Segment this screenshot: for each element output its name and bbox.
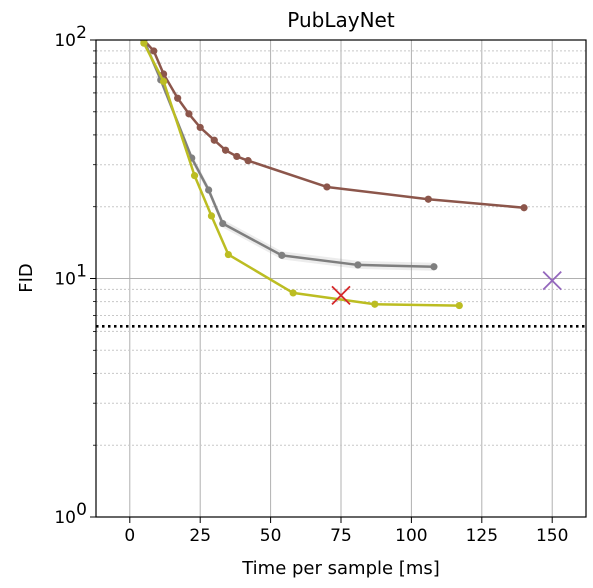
plot-data bbox=[96, 40, 586, 328]
y-tick-label-exponent: 1 bbox=[76, 262, 87, 282]
series-point bbox=[424, 195, 432, 203]
series-point bbox=[150, 47, 158, 55]
y-tick-label-base: 10 bbox=[54, 270, 76, 290]
series-point bbox=[174, 94, 182, 102]
y-tick-label: 10 bbox=[54, 508, 76, 528]
series-point bbox=[207, 212, 216, 220]
y-tick-label-exponent: 0 bbox=[76, 500, 87, 520]
series-point bbox=[210, 136, 218, 144]
series-point bbox=[455, 301, 463, 310]
x-marker-stroke bbox=[331, 285, 351, 305]
series-point bbox=[520, 204, 528, 212]
grid bbox=[96, 39, 586, 518]
x-tick-label: 100 bbox=[395, 526, 427, 546]
x-tick-label: 25 bbox=[189, 526, 211, 546]
series-point bbox=[354, 261, 362, 269]
x-tick-label: 125 bbox=[466, 526, 498, 546]
x-marker-stroke bbox=[542, 270, 562, 291]
series-point bbox=[233, 152, 241, 161]
series-point bbox=[219, 219, 227, 228]
x-marker bbox=[542, 270, 562, 291]
series-point bbox=[323, 183, 331, 191]
series-point bbox=[196, 123, 204, 132]
y-tick-label: 10 bbox=[54, 31, 76, 51]
series-point bbox=[244, 157, 252, 165]
series-point bbox=[140, 40, 148, 47]
series-point bbox=[371, 300, 379, 308]
y-tick-label: 10 bbox=[54, 270, 76, 290]
series-line bbox=[142, 40, 434, 269]
series-line bbox=[142, 40, 525, 209]
series-point bbox=[289, 289, 297, 297]
series-point bbox=[205, 186, 213, 194]
y-tick-label-base: 10 bbox=[54, 508, 76, 528]
chart-title: PubLayNet bbox=[287, 8, 395, 32]
x-tick-label: 150 bbox=[536, 526, 568, 546]
series-point bbox=[159, 77, 168, 86]
series-point bbox=[278, 251, 286, 259]
series-line bbox=[142, 42, 460, 307]
series-point bbox=[190, 172, 199, 180]
plot-area bbox=[140, 40, 528, 310]
series-point bbox=[224, 250, 232, 259]
x-axis-label: Time per sample [ms] bbox=[241, 558, 440, 579]
x-tick-label: 75 bbox=[330, 526, 352, 546]
y-tick-label-base: 10 bbox=[54, 31, 76, 51]
y-tick-label-exponent: 2 bbox=[76, 23, 87, 43]
x-tick-label: 50 bbox=[260, 526, 282, 546]
series-point bbox=[221, 146, 230, 154]
x-marker bbox=[331, 285, 351, 305]
series-point bbox=[185, 110, 193, 118]
x-tick-label: 0 bbox=[124, 526, 135, 546]
y-axis-label: FID bbox=[16, 263, 37, 293]
series-point bbox=[430, 263, 438, 271]
